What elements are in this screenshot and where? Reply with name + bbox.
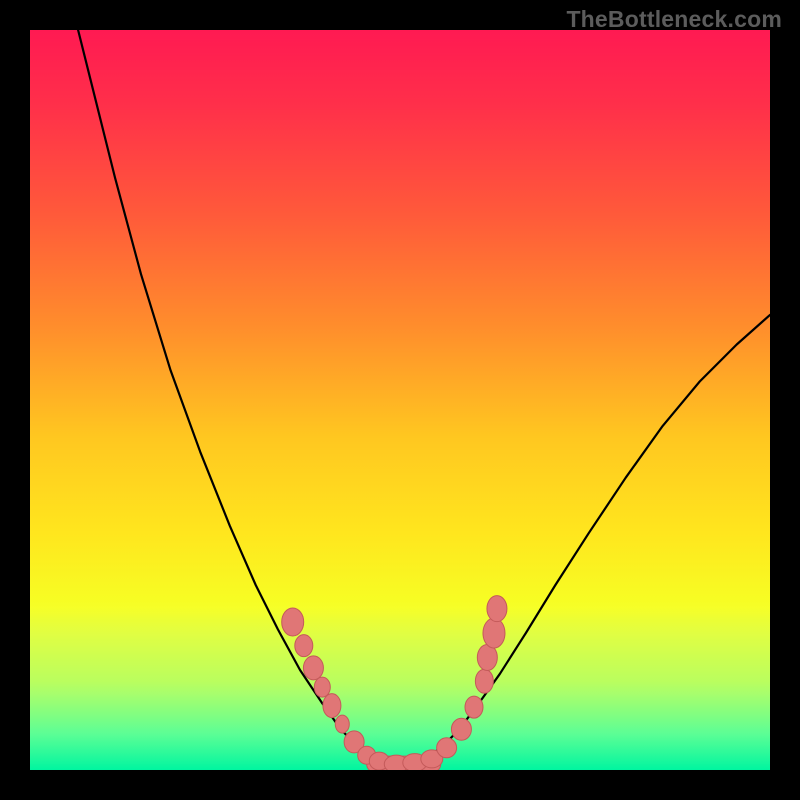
curve-marker [323, 694, 341, 718]
curve-marker [487, 596, 507, 622]
curve-marker [451, 718, 471, 740]
curve-marker [475, 669, 493, 693]
lower-highlight-band [30, 600, 770, 770]
bottleneck-chart [30, 30, 770, 770]
curve-marker [335, 715, 349, 733]
curve-marker [483, 618, 505, 648]
curve-marker [295, 635, 313, 657]
curve-marker [303, 656, 323, 680]
curve-marker [314, 677, 330, 697]
curve-marker [437, 738, 457, 758]
outer-frame: TheBottleneck.com [0, 0, 800, 800]
chart-svg [30, 30, 770, 770]
watermark-text: TheBottleneck.com [566, 6, 782, 33]
curve-marker [465, 696, 483, 718]
curve-marker [282, 608, 304, 636]
